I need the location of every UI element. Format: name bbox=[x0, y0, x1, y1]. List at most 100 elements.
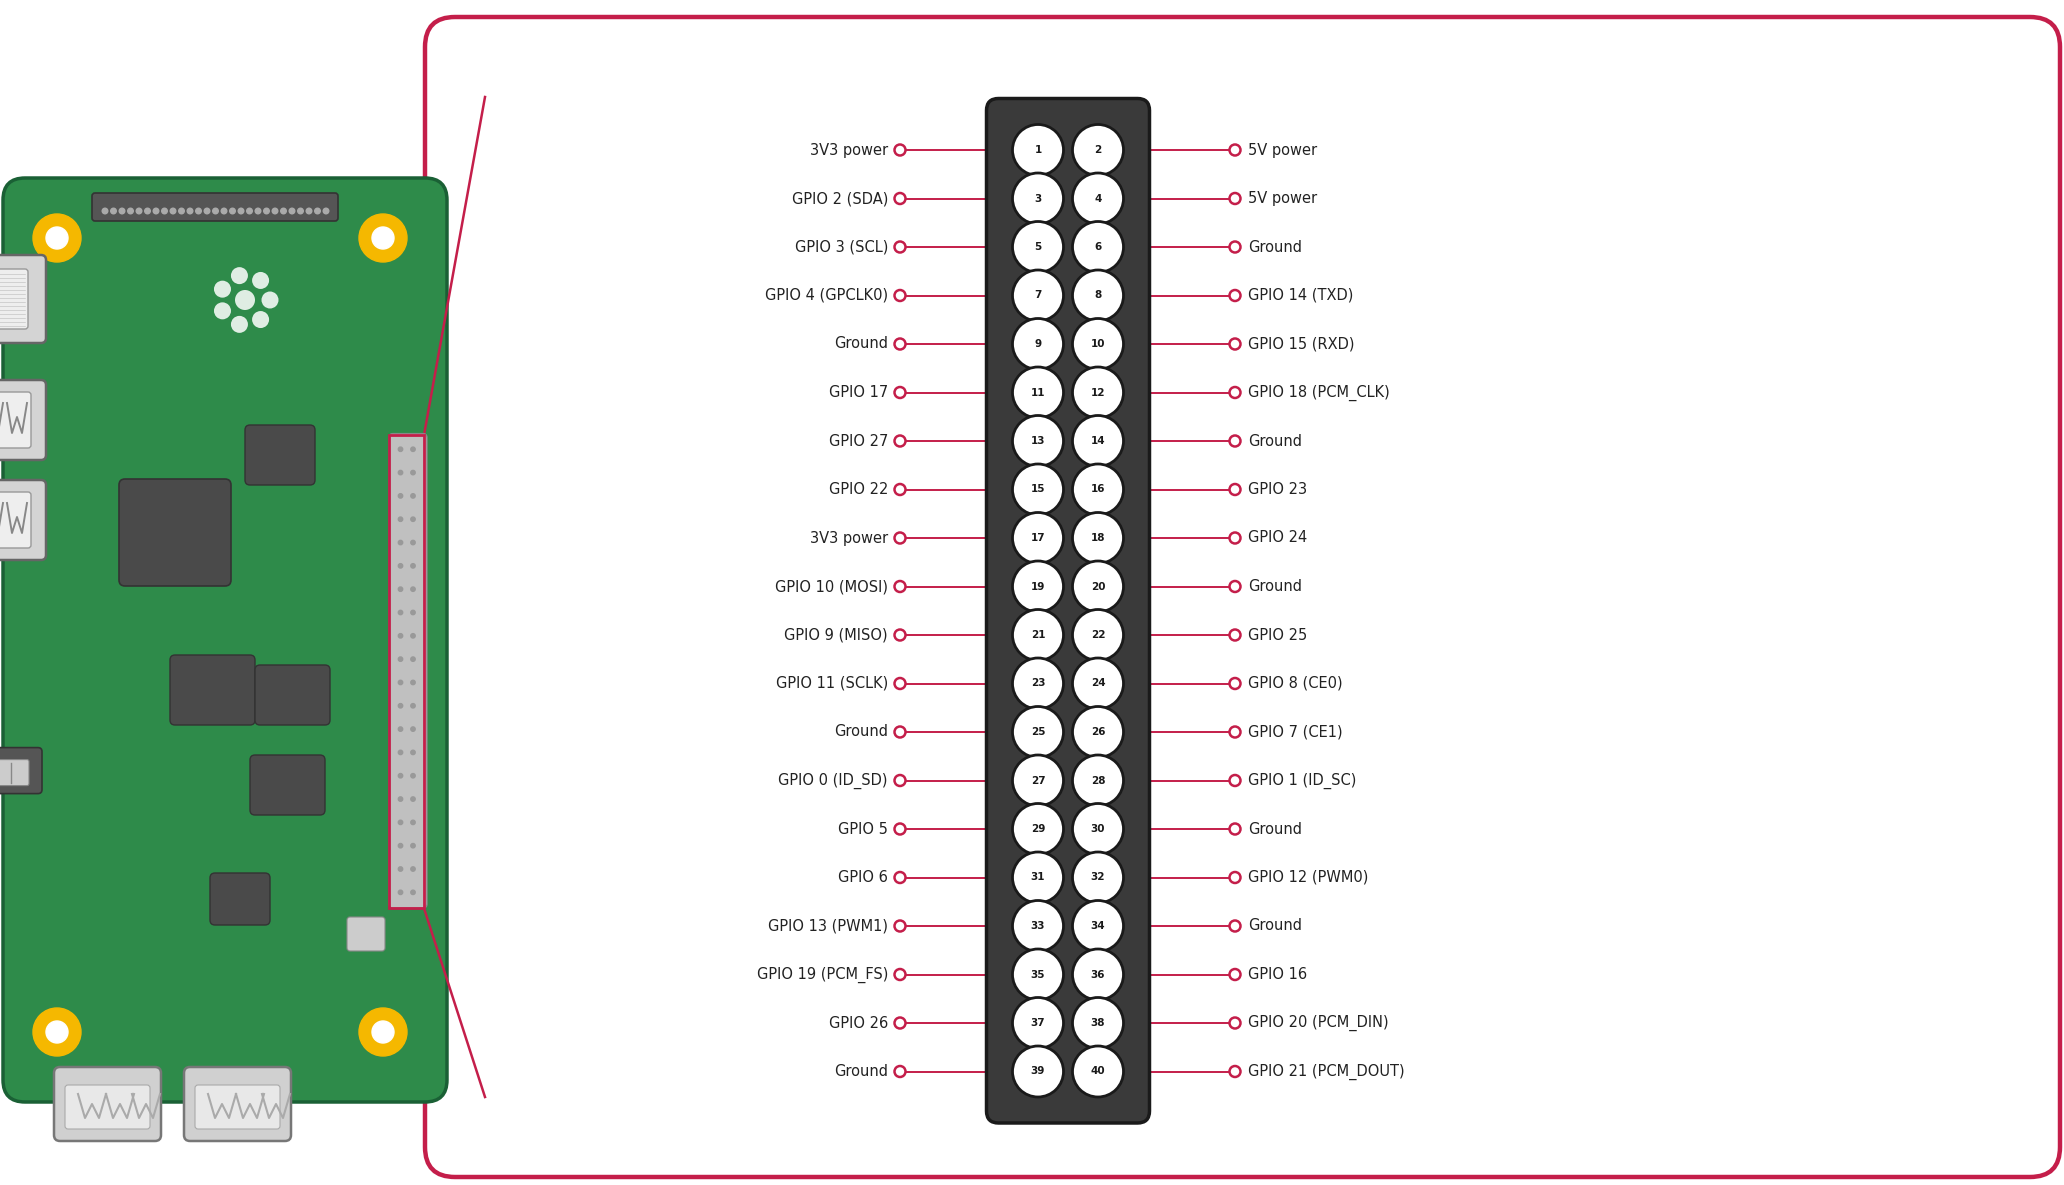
Circle shape bbox=[161, 209, 167, 213]
Text: GPIO 24: GPIO 24 bbox=[1249, 531, 1307, 545]
Circle shape bbox=[169, 209, 175, 213]
Circle shape bbox=[1073, 222, 1123, 273]
Text: GPIO 13 (PWM1): GPIO 13 (PWM1) bbox=[768, 918, 888, 934]
Text: 5V power: 5V power bbox=[1249, 191, 1317, 206]
Circle shape bbox=[894, 1018, 906, 1029]
FancyBboxPatch shape bbox=[0, 492, 31, 547]
Text: 37: 37 bbox=[1030, 1018, 1044, 1029]
Circle shape bbox=[1013, 416, 1063, 467]
Circle shape bbox=[398, 494, 402, 498]
Circle shape bbox=[1073, 609, 1123, 660]
Circle shape bbox=[1230, 1018, 1240, 1029]
Circle shape bbox=[1073, 124, 1123, 175]
Circle shape bbox=[894, 290, 906, 301]
Text: 35: 35 bbox=[1030, 969, 1044, 980]
Circle shape bbox=[1073, 465, 1123, 515]
Circle shape bbox=[281, 209, 287, 213]
Circle shape bbox=[1073, 658, 1123, 709]
Circle shape bbox=[204, 209, 211, 213]
FancyBboxPatch shape bbox=[425, 17, 2060, 1177]
Text: GPIO 27: GPIO 27 bbox=[828, 434, 888, 448]
Circle shape bbox=[411, 494, 415, 498]
Text: 10: 10 bbox=[1090, 339, 1104, 350]
FancyBboxPatch shape bbox=[0, 760, 29, 786]
Circle shape bbox=[411, 820, 415, 825]
Circle shape bbox=[1230, 678, 1240, 688]
Circle shape bbox=[1013, 803, 1063, 854]
FancyBboxPatch shape bbox=[347, 917, 386, 952]
FancyBboxPatch shape bbox=[93, 193, 338, 220]
Circle shape bbox=[398, 634, 402, 638]
Circle shape bbox=[120, 209, 124, 213]
Circle shape bbox=[411, 634, 415, 638]
Circle shape bbox=[1230, 436, 1240, 447]
Circle shape bbox=[411, 470, 415, 475]
FancyBboxPatch shape bbox=[388, 434, 427, 908]
Text: 7: 7 bbox=[1034, 290, 1042, 301]
Circle shape bbox=[235, 290, 256, 310]
Circle shape bbox=[1013, 1046, 1063, 1097]
Circle shape bbox=[1073, 998, 1123, 1049]
FancyBboxPatch shape bbox=[184, 1066, 291, 1141]
Circle shape bbox=[45, 1021, 68, 1043]
Text: 9: 9 bbox=[1034, 339, 1042, 350]
Circle shape bbox=[1073, 270, 1123, 321]
Circle shape bbox=[398, 704, 402, 707]
Circle shape bbox=[33, 214, 80, 262]
Text: 24: 24 bbox=[1090, 679, 1106, 688]
Text: 20: 20 bbox=[1090, 582, 1104, 591]
Text: 3V3 power: 3V3 power bbox=[809, 531, 888, 545]
Circle shape bbox=[894, 824, 906, 834]
Circle shape bbox=[1073, 803, 1123, 854]
Circle shape bbox=[398, 726, 402, 731]
Text: GPIO 5: GPIO 5 bbox=[838, 821, 888, 837]
FancyBboxPatch shape bbox=[987, 98, 1150, 1123]
Circle shape bbox=[1013, 755, 1063, 806]
Circle shape bbox=[1073, 901, 1123, 952]
Text: 6: 6 bbox=[1094, 242, 1102, 252]
Text: GPIO 7 (CE1): GPIO 7 (CE1) bbox=[1249, 724, 1342, 739]
Text: GPIO 26: GPIO 26 bbox=[830, 1016, 888, 1031]
Circle shape bbox=[894, 193, 906, 204]
Circle shape bbox=[229, 209, 235, 213]
Circle shape bbox=[1230, 242, 1240, 252]
Circle shape bbox=[398, 610, 402, 615]
Circle shape bbox=[398, 656, 402, 661]
Circle shape bbox=[1013, 319, 1063, 370]
Text: GPIO 3 (SCL): GPIO 3 (SCL) bbox=[795, 239, 888, 255]
Circle shape bbox=[1230, 339, 1240, 350]
Circle shape bbox=[1013, 901, 1063, 952]
Circle shape bbox=[372, 228, 394, 249]
Circle shape bbox=[1013, 949, 1063, 1000]
Circle shape bbox=[398, 844, 402, 848]
Text: 17: 17 bbox=[1030, 533, 1044, 543]
Text: 39: 39 bbox=[1030, 1066, 1044, 1076]
Circle shape bbox=[1013, 561, 1063, 611]
Text: 16: 16 bbox=[1090, 485, 1104, 494]
Text: 34: 34 bbox=[1090, 921, 1106, 931]
Text: 31: 31 bbox=[1030, 872, 1044, 883]
Circle shape bbox=[136, 209, 142, 213]
Text: 32: 32 bbox=[1090, 872, 1104, 883]
Circle shape bbox=[894, 339, 906, 350]
Circle shape bbox=[894, 242, 906, 252]
Circle shape bbox=[1230, 921, 1240, 931]
Circle shape bbox=[398, 796, 402, 801]
Text: 18: 18 bbox=[1090, 533, 1104, 543]
Circle shape bbox=[398, 587, 402, 591]
Text: GPIO 1 (ID_SC): GPIO 1 (ID_SC) bbox=[1249, 773, 1356, 788]
FancyBboxPatch shape bbox=[0, 380, 45, 460]
Circle shape bbox=[1073, 561, 1123, 611]
Circle shape bbox=[262, 292, 279, 308]
Circle shape bbox=[305, 209, 312, 213]
Circle shape bbox=[411, 680, 415, 685]
Circle shape bbox=[398, 540, 402, 545]
Circle shape bbox=[411, 447, 415, 451]
FancyBboxPatch shape bbox=[64, 1085, 151, 1129]
Text: 8: 8 bbox=[1094, 290, 1102, 301]
Text: Ground: Ground bbox=[834, 337, 888, 352]
Text: Ground: Ground bbox=[834, 1064, 888, 1080]
FancyBboxPatch shape bbox=[2, 178, 448, 1102]
Circle shape bbox=[231, 316, 248, 333]
Circle shape bbox=[411, 517, 415, 521]
